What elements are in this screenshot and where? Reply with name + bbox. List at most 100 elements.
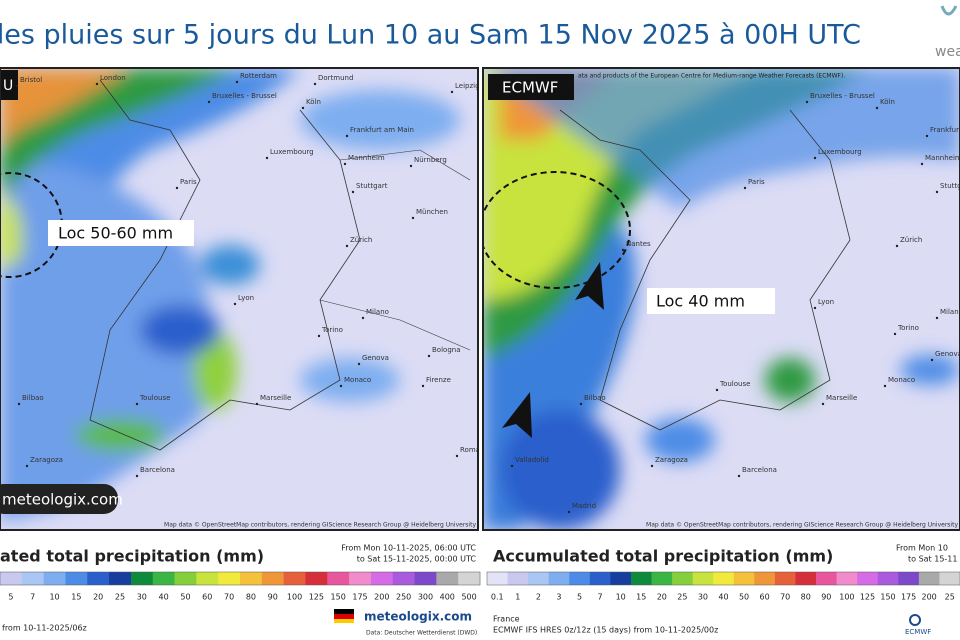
- city-dot: [579, 402, 583, 406]
- color-swatch: [305, 572, 328, 585]
- scale-label: 1: [515, 593, 520, 602]
- color-swatch: [795, 572, 817, 585]
- color-swatch: [283, 572, 306, 585]
- city-label: Barcelona: [742, 466, 777, 474]
- city-label: Zaragoza: [30, 456, 63, 464]
- city-label: Marseille: [260, 394, 291, 402]
- color-swatch: [528, 572, 550, 585]
- color-swatch: [877, 572, 899, 585]
- city-dot: [427, 354, 431, 358]
- scale-label: 7: [598, 593, 603, 602]
- city-label: Marseille: [826, 394, 857, 402]
- color-bar-frame: [0, 571, 481, 586]
- scale-label: 25: [115, 593, 125, 602]
- city-label: Madrid: [572, 502, 596, 510]
- scale-label: 30: [137, 593, 147, 602]
- city-label: Lyon: [818, 298, 834, 306]
- city-label: Köln: [306, 98, 321, 106]
- legend-title: Accumulated total precipitation (mm): [493, 547, 833, 566]
- city-label: Zürich: [350, 236, 372, 244]
- run: ECMWF IFS HRES 0z/12z (15 days) from 10-…: [493, 626, 718, 635]
- color-swatch: [939, 572, 960, 585]
- scale-label: 25: [945, 593, 955, 602]
- city-dot: [935, 190, 939, 194]
- city-dot: [935, 316, 939, 320]
- city-dot: [895, 244, 899, 248]
- city-dot: [235, 80, 239, 84]
- city-label: Bristol: [20, 76, 42, 84]
- city-dot: [813, 156, 817, 160]
- scale-label: 0.1: [491, 593, 504, 602]
- city-label: Mannheim: [925, 154, 960, 162]
- city-dot: [920, 162, 924, 166]
- city-dot: [450, 90, 454, 94]
- city-label: Toulouse: [719, 380, 750, 388]
- color-swatch: [21, 572, 45, 585]
- city-label: Torino: [897, 324, 919, 332]
- watermark-box: [0, 484, 118, 514]
- city-label: Genova: [935, 350, 960, 358]
- scale-label: 20: [657, 593, 667, 602]
- city-label: Firenze: [426, 376, 451, 384]
- city-label: Bologna: [432, 346, 460, 354]
- logo-mark: [940, 5, 958, 16]
- city-dot: [25, 464, 29, 468]
- city-label: Luxembourg: [270, 148, 314, 156]
- city-label: Genova: [362, 354, 389, 362]
- scale-label: 15: [71, 593, 81, 602]
- scale-label: 400: [440, 593, 455, 602]
- city-label: Nantes: [626, 240, 651, 248]
- color-swatch: [240, 572, 263, 585]
- city-dot: [135, 402, 139, 406]
- color-swatch: [713, 572, 735, 585]
- city-dot: [175, 186, 179, 190]
- scale-label: 15: [636, 593, 646, 602]
- scale-label: 3: [556, 593, 561, 602]
- color-swatch: [43, 572, 66, 585]
- city-dot: [233, 302, 237, 306]
- city-dot: [339, 384, 343, 388]
- city-label: Milano: [940, 308, 960, 316]
- color-swatch: [436, 572, 459, 585]
- city-label: Zürich: [900, 236, 922, 244]
- color-swatch: [414, 572, 437, 585]
- right-map: Loc 40 mm ECMWF ata and products of the …: [483, 68, 960, 530]
- color-swatch: [261, 572, 285, 585]
- color-swatch: [174, 572, 197, 585]
- city-label: Zaragoza: [655, 456, 688, 464]
- city-label: Torino: [321, 326, 343, 334]
- color-swatch: [507, 572, 529, 585]
- city-label: Frankfurt am Main: [350, 126, 414, 134]
- city-label: Frankfurt am Main: [930, 126, 960, 134]
- city-label: Nürnberg: [414, 156, 447, 164]
- color-swatch: [754, 572, 776, 585]
- source: Data: Deutscher Wetterdienst (DWD): [366, 630, 477, 637]
- color-swatch: [87, 572, 110, 585]
- color-swatch: [672, 572, 694, 585]
- city-dot: [893, 332, 897, 336]
- city-dot: [207, 100, 211, 104]
- city-dot: [265, 156, 269, 160]
- city-dot: [351, 190, 355, 194]
- city-label: Dortmund: [318, 74, 353, 82]
- region: France: [493, 615, 520, 624]
- city-dot: [17, 402, 21, 406]
- badge-box: [488, 74, 574, 100]
- city-dot: [621, 248, 625, 252]
- color-swatch: [589, 572, 611, 585]
- color-swatch: [836, 572, 858, 585]
- scale-label: 200: [922, 593, 937, 602]
- city-dot: [313, 82, 317, 86]
- city-dot: [317, 334, 321, 338]
- arrow: [502, 392, 532, 438]
- city-label: Barcelona: [140, 466, 175, 474]
- city-dot: [737, 474, 741, 478]
- city-dot: [357, 362, 361, 366]
- city-label: Bilbao: [584, 394, 606, 402]
- color-swatch: [392, 572, 416, 585]
- scale-label: 40: [159, 593, 169, 602]
- scale-label: 500: [461, 593, 476, 602]
- scale-label: 90: [821, 593, 831, 602]
- scale-label: 70: [780, 593, 790, 602]
- color-swatch: [816, 572, 838, 585]
